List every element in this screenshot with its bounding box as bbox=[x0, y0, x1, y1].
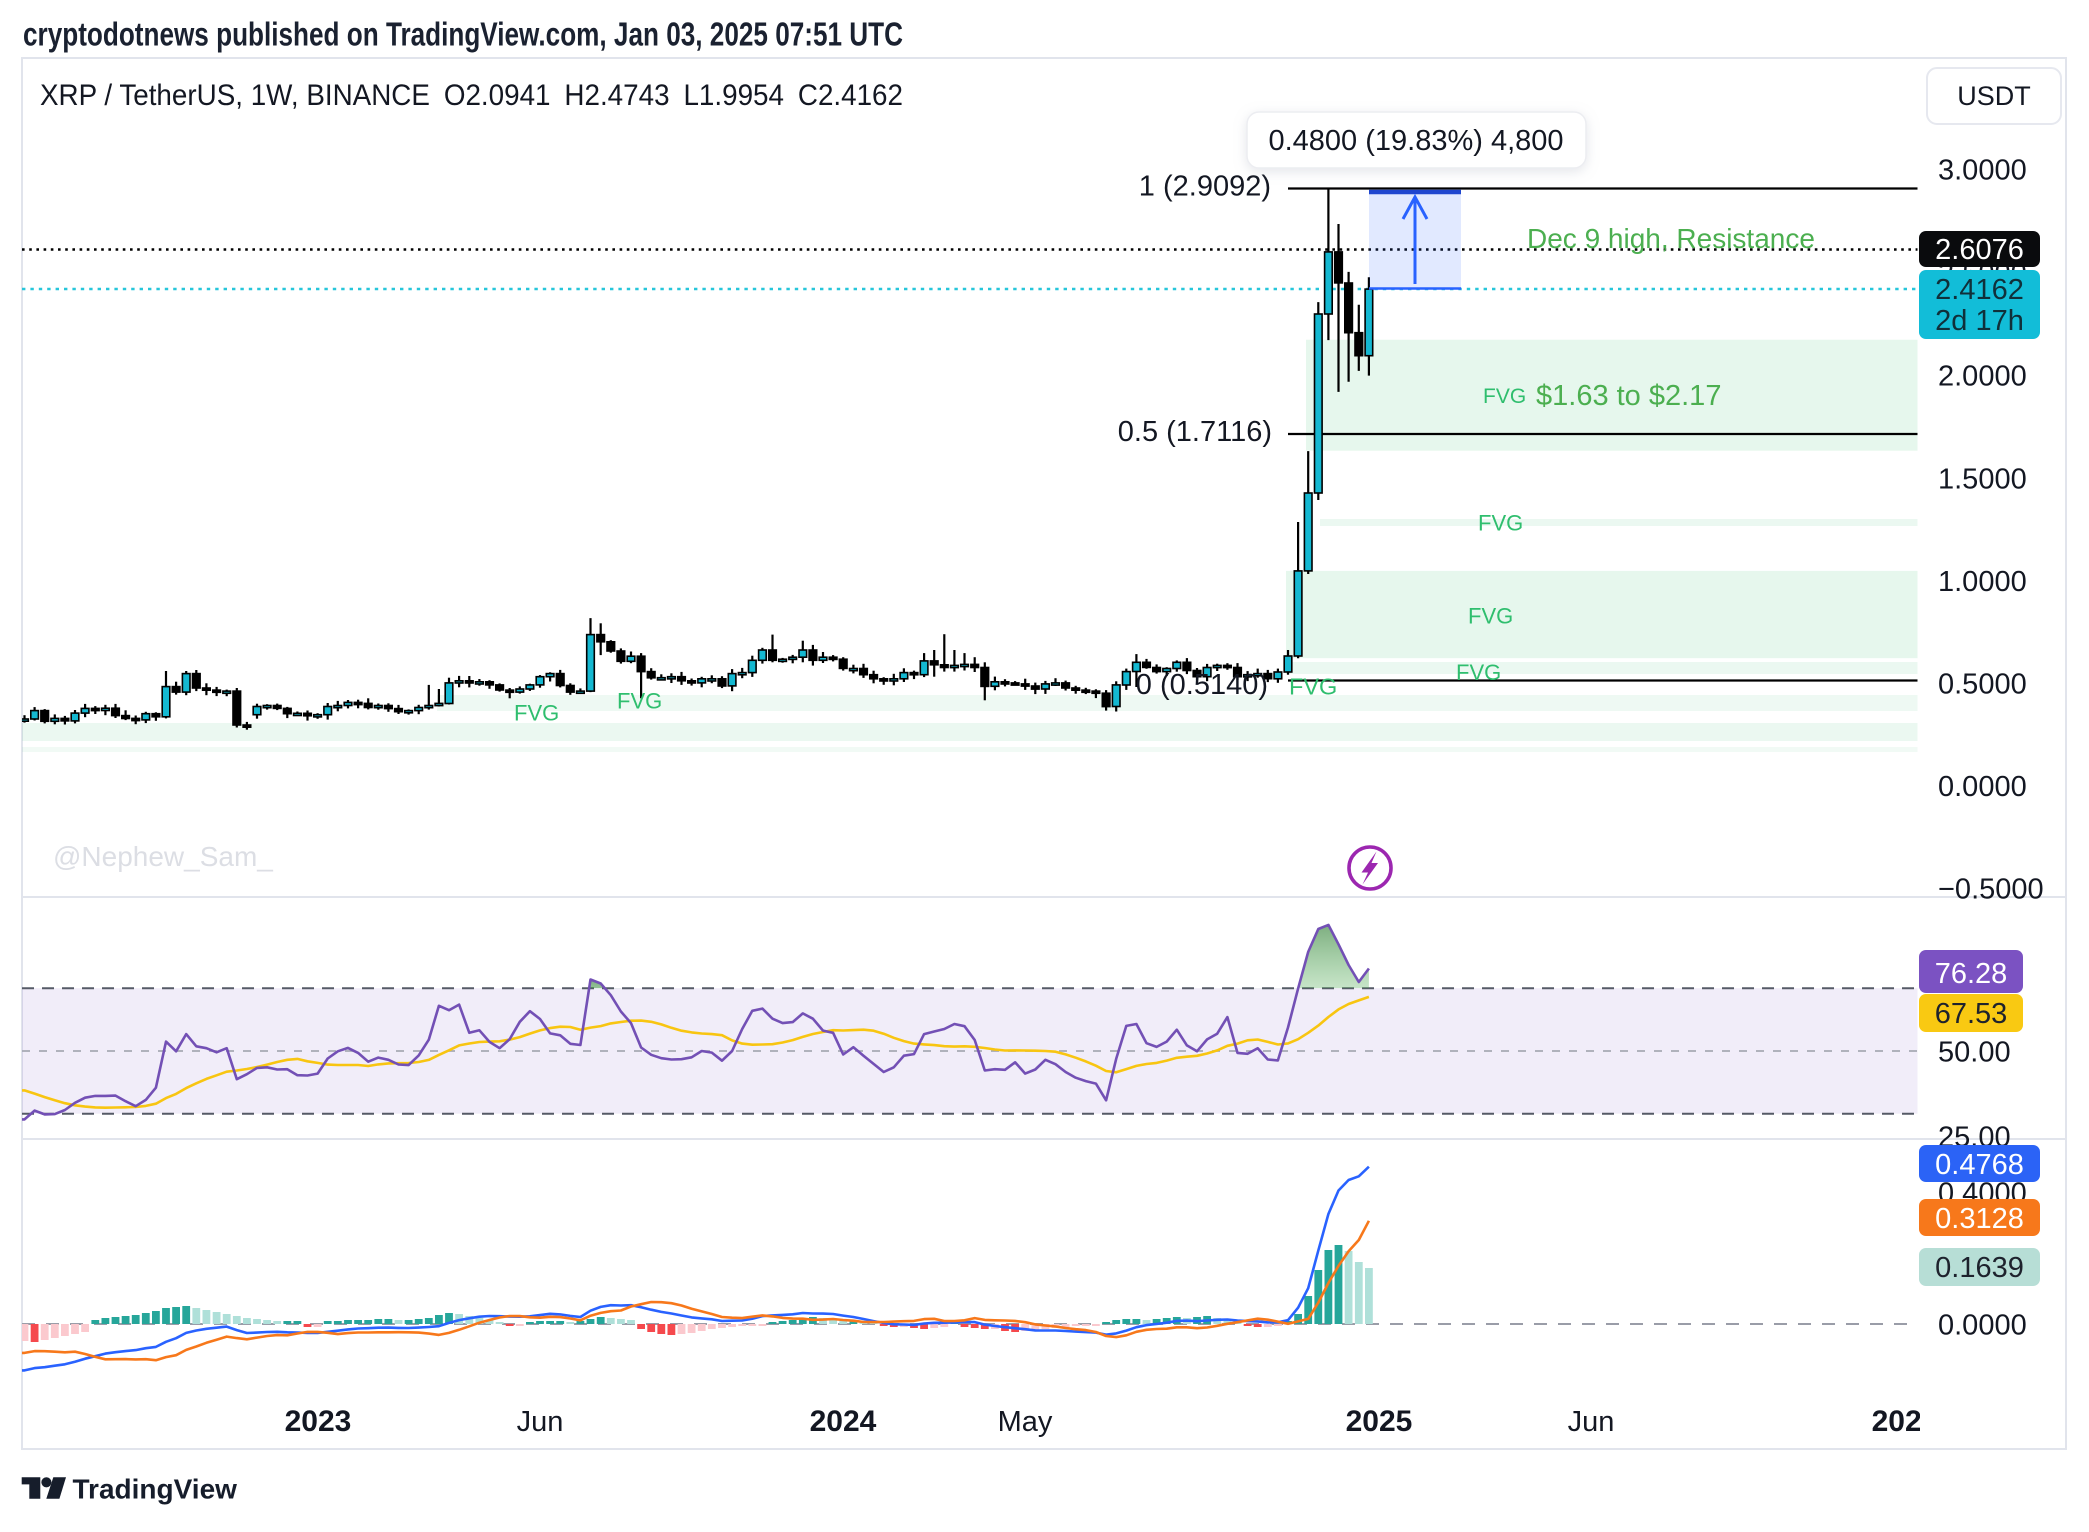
svg-text:2.0000: 2.0000 bbox=[1938, 361, 2027, 393]
svg-text:FVG: FVG bbox=[1289, 674, 1337, 700]
svg-text:FVG: FVG bbox=[1456, 660, 1501, 685]
svg-text:3.0000: 3.0000 bbox=[1938, 155, 2027, 187]
svg-text:0.5000: 0.5000 bbox=[1938, 669, 2027, 701]
svg-text:@Nephew_Sam_: @Nephew_Sam_ bbox=[53, 841, 273, 872]
svg-text:2024: 2024 bbox=[810, 1405, 877, 1438]
svg-text:50.00: 50.00 bbox=[1938, 1037, 2011, 1069]
svg-text:2023: 2023 bbox=[285, 1405, 352, 1438]
svg-text:1.5000: 1.5000 bbox=[1938, 464, 2027, 496]
svg-text:0.1639: 0.1639 bbox=[1935, 1252, 2024, 1284]
svg-text:0.3128: 0.3128 bbox=[1935, 1203, 2024, 1235]
svg-text:0.0000: 0.0000 bbox=[1938, 1310, 2027, 1342]
svg-text:FVG: FVG bbox=[617, 689, 662, 714]
svg-text:USDT: USDT bbox=[1957, 81, 2031, 111]
svg-text:1.0000: 1.0000 bbox=[1938, 566, 2027, 598]
svg-text:May: May bbox=[998, 1406, 1053, 1438]
svg-text:−0.5000: −0.5000 bbox=[1938, 874, 2044, 906]
svg-text:XRP / TetherUS, 1W, BINANCE O2: XRP / TetherUS, 1W, BINANCE O2.0941 H2.4… bbox=[40, 79, 903, 112]
svg-text:2d 17h: 2d 17h bbox=[1935, 305, 2024, 337]
svg-text:2.4162: 2.4162 bbox=[1935, 274, 2024, 306]
svg-text:0.0000: 0.0000 bbox=[1938, 771, 2027, 803]
svg-text:1 (2.9092): 1 (2.9092) bbox=[1139, 171, 1271, 203]
svg-text:Dec 9 high, Resistance: Dec 9 high, Resistance bbox=[1527, 223, 1815, 254]
svg-text:2.6076: 2.6076 bbox=[1935, 234, 2024, 266]
svg-text:FVG: FVG bbox=[1468, 604, 1513, 629]
svg-text:FVG: FVG bbox=[1478, 511, 1523, 536]
svg-text:2025: 2025 bbox=[1346, 1405, 1413, 1438]
svg-text:FVG: FVG bbox=[514, 701, 559, 726]
svg-text:67.53: 67.53 bbox=[1935, 998, 2008, 1030]
svg-text:Jun: Jun bbox=[1568, 1406, 1615, 1438]
svg-text:TradingView: TradingView bbox=[73, 1474, 238, 1505]
svg-text:0 (0.5140): 0 (0.5140) bbox=[1136, 669, 1268, 701]
svg-text:0.5 (1.7116): 0.5 (1.7116) bbox=[1118, 416, 1272, 448]
svg-text:Jun: Jun bbox=[517, 1406, 564, 1438]
svg-text:76.28: 76.28 bbox=[1935, 958, 2008, 990]
svg-text:0.4768: 0.4768 bbox=[1935, 1149, 2024, 1181]
svg-text:FVG: FVG bbox=[1483, 385, 1526, 408]
svg-text:cryptodotnews published on Tra: cryptodotnews published on TradingView.c… bbox=[23, 16, 903, 53]
svg-text:$1.63 to $2.17: $1.63 to $2.17 bbox=[1536, 380, 1721, 412]
svg-text:0.4800 (19.83%) 4,800: 0.4800 (19.83%) 4,800 bbox=[1268, 125, 1563, 157]
svg-text:2026: 2026 bbox=[1872, 1405, 1939, 1438]
